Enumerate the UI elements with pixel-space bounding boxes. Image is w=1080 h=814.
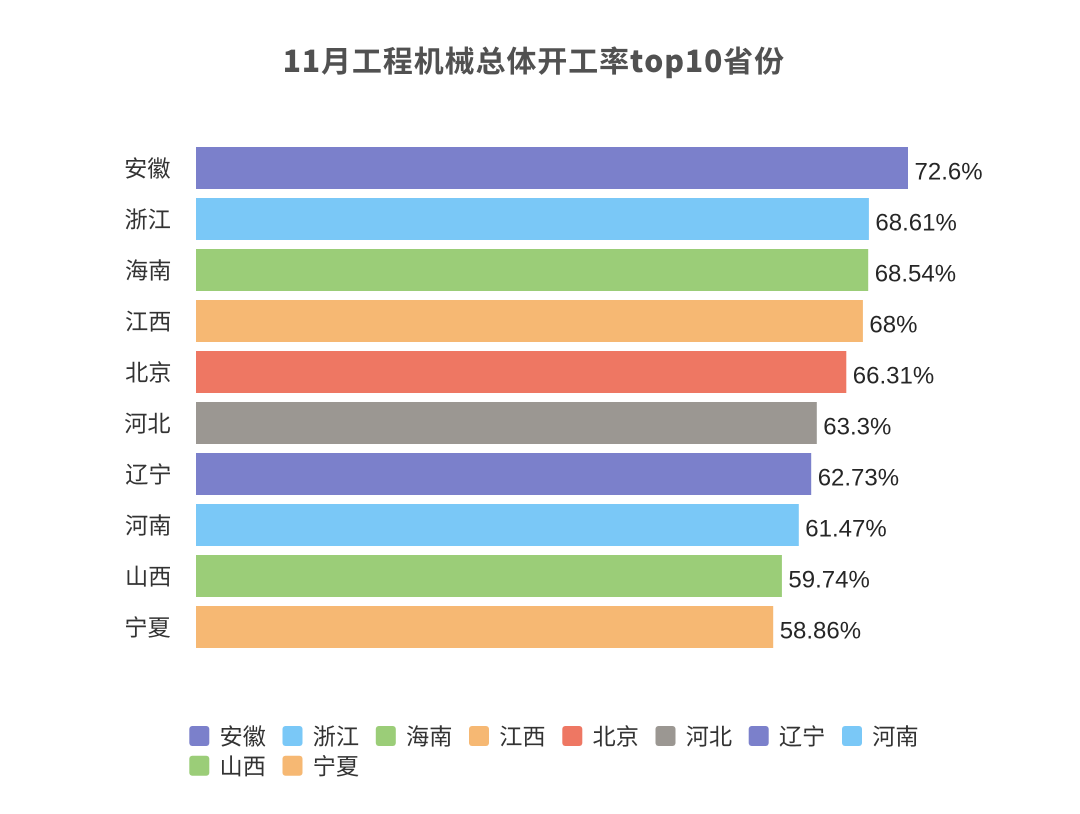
svg-text:62.73%: 62.73% bbox=[818, 465, 899, 492]
svg-text:66.31%: 66.31% bbox=[853, 363, 934, 390]
svg-text:68.61%: 68.61% bbox=[875, 210, 956, 237]
svg-text:58.86%: 58.86% bbox=[780, 618, 861, 645]
svg-text:61.47%: 61.47% bbox=[805, 516, 886, 543]
svg-text:72.6%: 72.6% bbox=[915, 159, 983, 186]
svg-text:68.54%: 68.54% bbox=[875, 261, 956, 288]
svg-text:68%: 68% bbox=[869, 312, 917, 339]
svg-text:59.74%: 59.74% bbox=[788, 567, 869, 594]
svg-text:63.3%: 63.3% bbox=[823, 414, 891, 441]
